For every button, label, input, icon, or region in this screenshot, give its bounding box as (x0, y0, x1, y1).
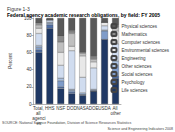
svg-text:20: 20 (26, 84, 32, 89)
svg-text:40: 40 (26, 67, 32, 72)
svg-text:other: other (110, 111, 121, 116)
svg-text:Total,: Total, (32, 106, 45, 111)
svg-text:Environmental sciences: Environmental sciences (121, 48, 169, 53)
svg-text:Life sciences: Life sciences (121, 88, 148, 93)
svg-text:all: all (36, 111, 42, 116)
svg-text:Psychology: Psychology (121, 80, 145, 85)
svg-text:DOD: DOD (66, 106, 77, 111)
svg-text:60: 60 (26, 50, 32, 55)
svg-text:Physical sciences: Physical sciences (121, 24, 157, 29)
svg-text:Other sciences: Other sciences (121, 64, 152, 69)
svg-text:80: 80 (26, 33, 32, 38)
svg-text:Social sciences: Social sciences (121, 72, 153, 77)
svg-text:100: 100 (23, 15, 32, 21)
svg-text:Percent: Percent (8, 52, 13, 68)
svg-text:Computer sciences: Computer sciences (121, 40, 160, 45)
svg-text:Science and Engineering Indica: Science and Engineering Indicators 2008 (107, 127, 173, 131)
svg-text:NSF: NSF (56, 106, 65, 111)
svg-text:Mathematics: Mathematics (121, 32, 147, 37)
svg-text:Federal agency academic resear: Federal agency academic research obligat… (7, 12, 160, 18)
svg-text:All: All (112, 106, 119, 111)
svg-text:SOURCE: National Science Found: SOURCE: National Science Foundation, Div… (2, 121, 131, 125)
svg-text:USDA: USDA (98, 106, 111, 111)
svg-text:Engineering: Engineering (121, 56, 146, 61)
svg-text:agenci: agenci (32, 116, 46, 121)
svg-text:HHS: HHS (45, 106, 55, 111)
svg-text:Figure 1-3: Figure 1-3 (7, 5, 30, 12)
svg-text:DOE: DOE (89, 106, 99, 111)
svg-text:es: es (36, 121, 42, 126)
svg-text:NASA: NASA (77, 106, 89, 111)
svg-text:0: 0 (29, 102, 32, 107)
